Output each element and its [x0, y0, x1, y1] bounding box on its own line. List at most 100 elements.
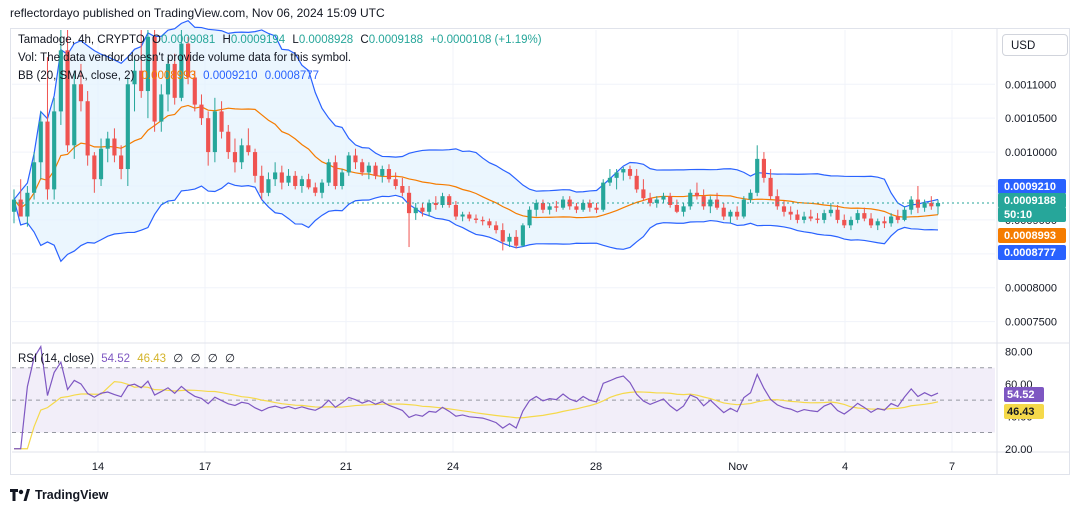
- candle-body: [132, 70, 137, 85]
- candle-body: [360, 162, 365, 173]
- rsi-label-text: 54.52: [1007, 389, 1035, 401]
- candle: [119, 145, 124, 180]
- legend-rsi-ma: 46.43: [137, 353, 167, 365]
- candle: [494, 221, 499, 234]
- candle-body: [232, 152, 238, 163]
- price-label-box: [998, 179, 1066, 194]
- candle-body: [795, 214, 800, 220]
- candle: [795, 209, 800, 224]
- candle: [601, 179, 606, 212]
- candle-body: [547, 206, 552, 210]
- candle: [634, 169, 639, 193]
- candle-body: [822, 213, 827, 220]
- candle-body: [487, 221, 492, 226]
- candle: [252, 148, 258, 183]
- rsi-line: [14, 344, 939, 450]
- candle-body: [507, 236, 512, 242]
- legend-rsi-label[interactable]: RSI (14, close): [18, 353, 95, 365]
- candle-body: [145, 36, 150, 92]
- candle: [85, 91, 90, 166]
- price-axis-tick: 0.0007500: [1005, 317, 1057, 329]
- time-axis-tick: 28: [590, 461, 602, 473]
- candle: [447, 194, 452, 208]
- candle-body: [246, 145, 251, 153]
- time-axis-tick: 17: [199, 461, 211, 473]
- candle-body: [473, 218, 479, 220]
- candle-body: [393, 179, 398, 186]
- candle-body: [467, 214, 472, 219]
- legend-symbol[interactable]: Tamadoge, 4h, CRYPTO: [18, 34, 145, 46]
- candle: [246, 128, 251, 156]
- candle: [420, 202, 425, 217]
- candle: [534, 199, 539, 217]
- legend-rsi-value: 54.52: [101, 353, 131, 365]
- legend-bb: BB (20, SMA, close, 2) 0.0008993 0.00092…: [18, 70, 323, 82]
- candle-body: [587, 202, 592, 208]
- rsi-label-text: 46.43: [1007, 406, 1035, 418]
- candle: [648, 192, 653, 207]
- candle: [78, 63, 84, 112]
- candle-body: [119, 155, 124, 170]
- candle-body: [929, 202, 934, 207]
- candle: [212, 97, 217, 163]
- candle: [373, 162, 378, 180]
- candle: [139, 30, 144, 98]
- candle: [92, 152, 97, 193]
- price-label-bb-upper: 0.0009210: [998, 179, 1066, 194]
- price-label-box: [998, 193, 1066, 208]
- bb-basis-line: [13, 104, 939, 219]
- candle-body: [935, 202, 941, 207]
- price-label-text: 50:10: [1004, 209, 1032, 221]
- candle: [902, 206, 907, 222]
- candle-body: [252, 152, 258, 176]
- candle-body: [661, 196, 666, 200]
- candle-body: [65, 50, 70, 146]
- candle: [527, 206, 532, 229]
- price-label-text: 0.0008777: [1004, 247, 1056, 259]
- candle-body: [868, 218, 874, 226]
- candle: [848, 216, 854, 231]
- candle-body: [889, 216, 894, 224]
- tradingview-logo-icon: [10, 489, 30, 501]
- candle: [125, 77, 130, 186]
- candle: [433, 196, 438, 210]
- candle: [788, 206, 793, 220]
- footer-brand[interactable]: TradingView: [10, 488, 108, 502]
- price-axis-tick: 0.0010500: [1005, 113, 1057, 125]
- candle-body: [862, 213, 867, 219]
- candle-body: [808, 216, 813, 219]
- candle-body: [902, 209, 907, 220]
- candle: [25, 186, 30, 227]
- price-label-bb-basis: 0.0008993: [998, 228, 1066, 243]
- candle: [266, 172, 271, 197]
- candle: [413, 202, 418, 220]
- candle-body: [139, 70, 144, 92]
- candle: [400, 177, 405, 197]
- time-axis-tick: 14: [92, 461, 104, 473]
- candle: [105, 131, 110, 163]
- candle-body: [607, 177, 612, 183]
- candle-body: [313, 187, 318, 193]
- candle-body: [741, 199, 746, 217]
- rsi-axis-tick: 20.00: [1005, 444, 1033, 456]
- candle: [232, 138, 238, 173]
- candle-body: [781, 206, 787, 212]
- candle: [132, 57, 137, 112]
- candle-body: [420, 207, 425, 212]
- legend-rsi-extra-2: ∅: [190, 353, 201, 365]
- currency-button[interactable]: USD: [1002, 34, 1068, 56]
- legend-bb-label[interactable]: BB (20, SMA, close, 2): [18, 70, 135, 82]
- chart-frame: [10, 28, 1070, 475]
- candle-body: [768, 177, 773, 197]
- candle-body: [909, 199, 914, 210]
- candle-body: [346, 155, 351, 173]
- candle: [366, 162, 371, 180]
- candle: [239, 138, 244, 170]
- candle-body: [614, 172, 619, 178]
- candle: [761, 152, 766, 183]
- candle: [768, 169, 773, 200]
- candle: [467, 211, 472, 222]
- candle-body: [18, 199, 23, 217]
- candle-body: [648, 198, 653, 203]
